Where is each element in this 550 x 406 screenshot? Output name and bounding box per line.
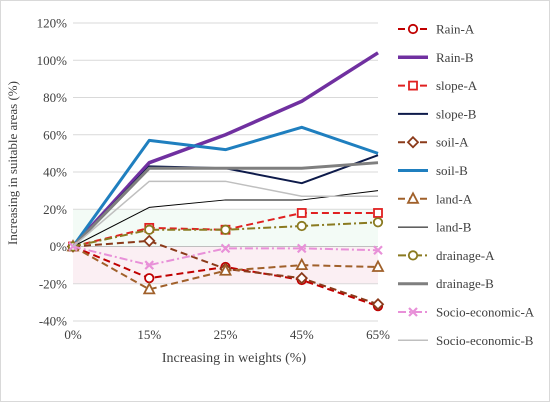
- legend-item-land-a: land-A: [398, 191, 473, 206]
- data-point-drainage-a: [372, 217, 384, 228]
- data-point-soil-a: [142, 234, 156, 248]
- series-line-socio-economic-b: [72, 180, 378, 248]
- data-point-soil-a: [295, 271, 309, 285]
- data-point-rain-a: [144, 273, 155, 284]
- legend-label: soil-B: [436, 163, 468, 178]
- data-point-socio-economic-a: [144, 260, 155, 270]
- data-point-socio-economic-a: [296, 243, 307, 254]
- series-line-drainage-b: [71, 161, 379, 248]
- x-axis-label: Increasing in weights (%): [162, 351, 307, 366]
- legend-marker: [407, 23, 419, 35]
- y-axis-label: Increasing in suitable areas (%): [5, 81, 20, 245]
- data-point-land-a: [371, 259, 385, 272]
- legend-label: Rain-A: [436, 22, 475, 37]
- legend-label: slope-B: [436, 106, 477, 121]
- data-point-socio-economic-a: [373, 245, 383, 256]
- legend-label: drainage-B: [436, 276, 494, 291]
- legend-marker: [407, 250, 419, 261]
- y-tick-label: 20%: [43, 202, 67, 217]
- legend: Rain-A Rain-B slope-A slope-B soil-A soil-B la…: [398, 22, 535, 348]
- x-tick-label: 0%: [64, 327, 82, 342]
- y-tick-label: 60%: [43, 127, 67, 142]
- data-point-land-a: [295, 257, 309, 271]
- legend-label: Socio-economic-B: [436, 333, 534, 348]
- series-line-soil-b: [71, 125, 379, 248]
- data-point-slope-a: [373, 208, 383, 218]
- data-point-drainage-a: [296, 220, 307, 232]
- y-tick-label: 80%: [43, 90, 67, 105]
- legend-label: drainage-A: [436, 248, 495, 263]
- y-tick-label: 120%: [37, 16, 68, 31]
- y-tick-label: 40%: [43, 165, 67, 180]
- x-tick-label: 45%: [290, 327, 314, 342]
- legend-item-soil-a: soil-A: [398, 135, 469, 150]
- legend-marker: [408, 80, 418, 91]
- axes: -40% -20% 0% 20% 40% 60% 80% 100% 120% 0% 15% 25% 45…: [37, 16, 390, 343]
- legend-item-drainage-b: drainage-B: [398, 276, 494, 291]
- legend-marker: [406, 191, 420, 204]
- y-tick-label: -40%: [39, 314, 67, 329]
- legend-item-socio-economic-a: Socio-economic-A: [398, 305, 535, 320]
- legend-item-rain-a: Rain-A: [398, 22, 475, 37]
- y-tick-label: -20%: [39, 276, 67, 291]
- y-tick-label: 100%: [37, 53, 68, 68]
- x-tick-label: 15%: [137, 327, 161, 342]
- series-line-drainage-a: [72, 221, 379, 248]
- legend-item-slope-a: slope-A: [398, 78, 478, 93]
- series-line-rain-b: [71, 51, 379, 248]
- legend-item-drainage-a: drainage-A: [398, 248, 495, 263]
- y-tick-label: 0%: [50, 239, 68, 254]
- data-point-land-a: [219, 263, 232, 276]
- legend-item-rain-b: Rain-B: [398, 50, 474, 65]
- x-tick-label: 25%: [214, 327, 238, 342]
- legend-marker: [406, 135, 420, 149]
- legend-item-soil-b: soil-B: [398, 163, 468, 178]
- legend-label: Socio-economic-A: [436, 305, 535, 320]
- legend-label: land-A: [436, 191, 473, 206]
- data-point-socio-economic-a: [220, 243, 231, 254]
- legend-label: slope-A: [436, 78, 478, 93]
- legend-item-socio-economic-b: Socio-economic-B: [398, 333, 534, 348]
- series-socio-economic-b: [72, 180, 378, 248]
- data-point-soil-a: [371, 297, 385, 311]
- legend-label: soil-A: [436, 135, 469, 150]
- legend-label: Rain-B: [436, 50, 474, 65]
- x-tick-label: 65%: [366, 327, 390, 342]
- series-rain-b: [71, 51, 379, 248]
- legend-item-land-b: land-B: [398, 220, 472, 235]
- data-point-land-a: [142, 281, 156, 295]
- legend-label: land-B: [436, 220, 472, 235]
- series-soil-b: [71, 125, 379, 248]
- data-point-drainage-a: [220, 224, 231, 235]
- legend-marker: [408, 307, 418, 317]
- data-point-slope-a: [296, 208, 307, 218]
- series-lines: [66, 51, 385, 312]
- legend-item-slope-b: slope-B: [398, 106, 477, 121]
- series-drainage-b: [71, 161, 379, 248]
- data-point-drainage-a: [144, 224, 155, 235]
